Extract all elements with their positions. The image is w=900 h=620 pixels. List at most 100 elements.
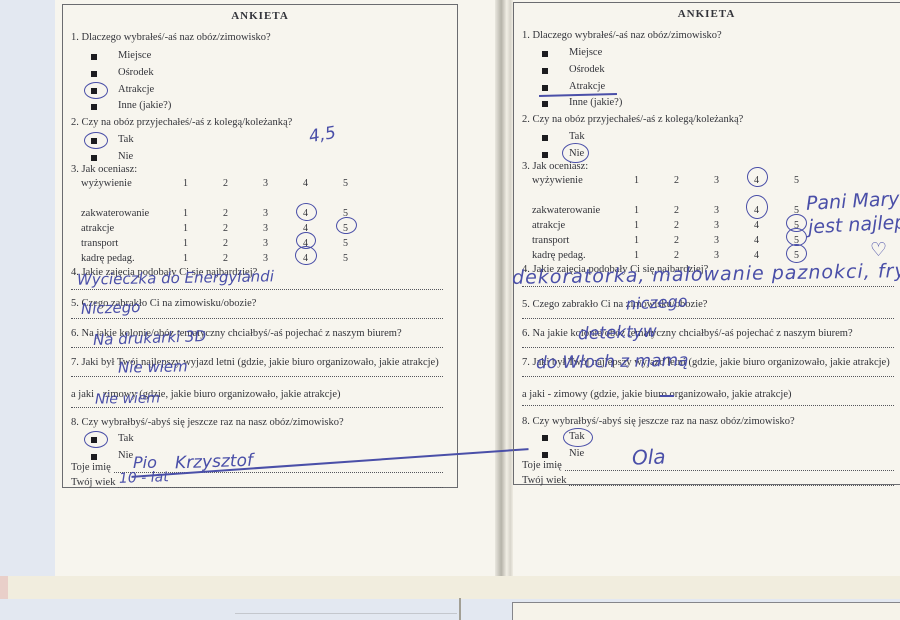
page-title: ANKIETA — [677, 8, 736, 20]
answer-line — [522, 286, 894, 287]
rating-circle — [786, 244, 807, 263]
handwritten-name-struck: Pio — [133, 455, 527, 471]
checkbox-square — [542, 135, 548, 141]
question-1: 1. Dlaczego wybrałeś/-aś naz obóz/zimowi… — [522, 30, 722, 41]
circle-mark-atrakcje — [84, 82, 108, 99]
rating-row-atrakcje: atrakcje 1 2 3 4 5 — [81, 223, 348, 234]
age-label: Twój wiek — [71, 477, 116, 488]
question-6: 6. Na jakie kolonie/obóz tematyczny chci… — [71, 328, 402, 339]
option-nie: Nie — [118, 151, 134, 162]
rating-circle — [786, 214, 807, 232]
option-miejsce: Miejsce — [118, 50, 152, 61]
checkbox-square — [91, 155, 97, 161]
question-3: 3. Jak oceniasz: — [522, 161, 589, 172]
rating-row-zakwaterowanie: zakwaterowanie 1 2 3 4 5 — [81, 208, 348, 219]
dotted-line — [569, 474, 894, 486]
answer-line — [71, 318, 443, 319]
handwritten-note-line1: Pani Marysi — [805, 187, 900, 215]
checkbox-square — [91, 104, 97, 110]
handwritten-answer-7b: Nie wiem — [94, 390, 161, 408]
handwritten-wyzywienie-note: 4,5 — [307, 122, 338, 148]
age-label: Twój wiek — [522, 475, 567, 486]
question-1: 1. Dlaczego wybrałeś/-aś naz obóz/zimowi… — [71, 32, 271, 43]
question-6: 6. Na jakie kolonie/obóz tematyczny chci… — [522, 328, 853, 339]
next-page-edge-left — [235, 613, 457, 614]
scanner-band — [0, 576, 900, 599]
option-inne: Inne (jakie?) — [118, 100, 172, 111]
scan-artifact — [0, 576, 8, 599]
handwritten-answer-4: dekoratorka, malowanie paznokci, fryzury — [511, 259, 900, 289]
right-sheet-paper — [512, 0, 900, 576]
rating-row-wyzywienie: wyżywienie 1 2 3 4 5 — [532, 175, 799, 186]
handwritten-dash — [660, 395, 674, 397]
question-5: 5. Czego zabrakło Ci na zimowisku/obozie… — [71, 298, 257, 309]
option-tak: Tak — [118, 134, 134, 145]
checkbox-square — [91, 54, 97, 60]
question-3: 3. Jak oceniasz: — [71, 164, 138, 175]
option-nie: Nie — [569, 448, 585, 459]
option-miejsce: Miejsce — [569, 47, 603, 58]
handwritten-answer-5: Niczego — [80, 297, 141, 319]
option-tak: Tak — [118, 433, 134, 444]
answer-line — [71, 407, 443, 408]
dotted-line — [118, 476, 443, 488]
name-row: Toje imię — [71, 461, 443, 473]
age-row: Twój wiek — [71, 476, 443, 488]
name-label: Toje imię — [522, 460, 562, 471]
question-7: 7. Jaki był Twój najlepszy wyjazd letni … — [71, 357, 439, 368]
question-2: 2. Czy na obóz przyjechałeś/-aś z kolegą… — [522, 114, 744, 125]
left-sheet-paper — [55, 0, 496, 576]
option-inne: Inne (jakie?) — [569, 97, 623, 108]
dotted-line — [113, 461, 443, 473]
checkbox-square — [91, 454, 97, 460]
name-label: Toje imię — [71, 462, 111, 473]
checkbox-square — [542, 68, 548, 74]
handwritten-answer-7: do Włoch z mamą — [535, 350, 689, 374]
rating-row-zakwaterowanie: zakwaterowanie 1 2 3 4 5 — [532, 205, 799, 216]
checkbox-square — [542, 85, 548, 91]
question-7: 7. Jaki był Twój najlepszy wyjazd letni … — [522, 357, 890, 368]
rating-row-kadra: kadrę pedag. 1 2 3 4 5 — [81, 253, 348, 264]
name-row: Toje imię — [522, 459, 894, 471]
handwritten-answer-6: detektyw — [577, 321, 658, 345]
answer-line — [71, 347, 443, 348]
handwritten-name: Krzysztof — [174, 450, 254, 474]
fold-tail — [459, 598, 461, 620]
circle-mark-tak — [84, 132, 108, 149]
rating-row-transport: transport 1 2 3 4 5 — [532, 235, 799, 246]
question-4: 4. Jakie zajęcia podobały Ci się najbard… — [71, 267, 258, 278]
answer-line — [522, 347, 894, 348]
heart-icon: ♡ — [870, 239, 888, 261]
question-2: 2. Czy na obóz przyjechałeś/-aś z kolegą… — [71, 117, 293, 128]
survey-form-right: ANKIETA 1. Dlaczego wybrałeś/-aś naz obó… — [511, 2, 900, 486]
checkbox-square — [542, 435, 548, 441]
option-atrakcje: Atrakcje — [118, 84, 155, 95]
handwritten-answer-7: Nie wiem — [117, 357, 188, 377]
handwritten-age: 10 - lat — [118, 469, 169, 487]
handwritten-answer-5: niczego — [625, 291, 689, 314]
age-row: Twój wiek — [522, 474, 894, 486]
question-8: 8. Czy wybrałbyś/-abyś się jeszcze raz n… — [522, 416, 795, 427]
circle-mark-nie — [562, 143, 589, 163]
answer-line — [522, 376, 894, 377]
circle-mark-tak — [84, 431, 108, 448]
option-osrodek: Ośrodek — [569, 64, 605, 75]
checkbox-square — [542, 452, 548, 458]
handwritten-note-line2: jest najlepsza — [807, 209, 900, 239]
question-8: 8. Czy wybrałbyś/-abyś się jeszcze raz n… — [71, 417, 344, 428]
option-tak: Tak — [569, 131, 585, 142]
handwritten-name: Ola — [631, 444, 666, 470]
page-title: ANKIETA — [231, 10, 289, 22]
answer-line — [522, 405, 894, 406]
handwritten-answer-4: Wycieczka do Energylandi — [76, 267, 275, 289]
answer-line — [522, 318, 894, 319]
checkbox-square — [91, 71, 97, 77]
circle-mark-tak — [563, 428, 593, 447]
question-7b: a jaki - zimowy (gdzie, jakie biuro orga… — [522, 389, 792, 400]
dotted-line — [564, 459, 894, 471]
answer-line — [71, 289, 443, 290]
handwritten-answer-6: Na drukarki 3D — [92, 327, 207, 349]
option-nie: Nie — [118, 450, 134, 461]
checkbox-square — [542, 51, 548, 57]
